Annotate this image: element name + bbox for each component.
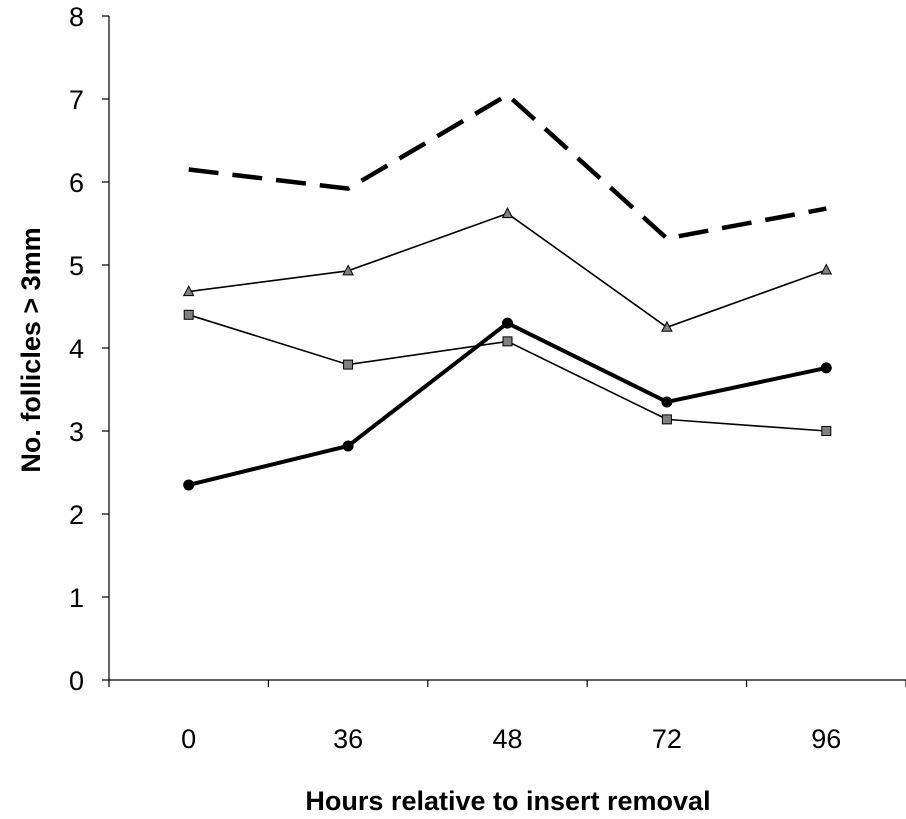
y-tick-label: 6	[69, 168, 84, 198]
y-tick-label: 0	[69, 666, 84, 696]
square-marker	[661, 414, 672, 425]
x-tick-label: 72	[652, 724, 682, 754]
series-line-3	[188, 314, 827, 432]
x-tick-label: 0	[181, 724, 196, 754]
y-tick-label: 3	[69, 417, 84, 447]
x-axis-title: Hours relative to insert removal	[305, 786, 710, 816]
circle-marker	[502, 317, 513, 329]
y-tick-label: 4	[69, 334, 84, 364]
triangle-marker	[182, 285, 195, 297]
y-tick-label: 2	[69, 500, 84, 530]
y-tick-label: 1	[69, 583, 84, 613]
series-line-1	[188, 92, 827, 241]
x-tick-label: 48	[492, 724, 522, 754]
circle-marker	[183, 479, 195, 491]
triangle-marker	[820, 263, 833, 275]
square-marker	[183, 309, 194, 320]
series-layer	[182, 92, 833, 491]
circle-marker	[661, 396, 673, 408]
x-tick-label: 36	[333, 724, 363, 754]
triangle-marker	[501, 207, 514, 219]
y-tick-label: 5	[69, 251, 84, 281]
circle-marker	[820, 362, 832, 374]
x-tick-label: 96	[811, 724, 841, 754]
circle-marker	[342, 440, 354, 452]
triangle-marker	[342, 264, 354, 276]
y-tick-label: 7	[69, 85, 84, 115]
square-marker	[343, 359, 354, 370]
square-marker	[502, 336, 513, 347]
square-marker	[821, 426, 832, 436]
axes: 0 1 2 3 4 5 6 7 8 0 36 48 72 96	[69, 2, 906, 754]
y-tick-label: 8	[69, 2, 84, 32]
y-axis-title: No. follicles > 3mm	[16, 227, 46, 472]
triangle-marker	[661, 320, 673, 332]
series-line-2	[188, 212, 827, 329]
series-line-4	[188, 320, 827, 487]
